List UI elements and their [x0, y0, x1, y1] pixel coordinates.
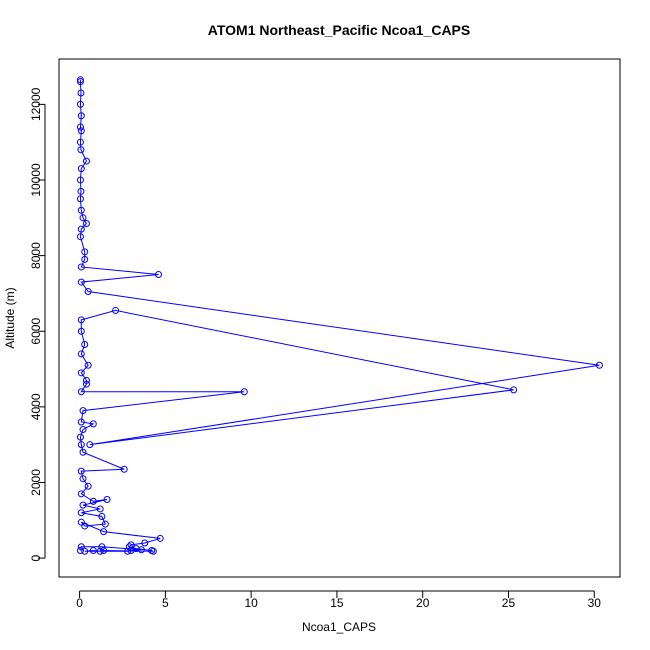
data-point: [125, 543, 133, 551]
x-tick-label: 5: [162, 596, 169, 610]
data-point: [79, 426, 87, 434]
data-point: [127, 547, 135, 555]
data-point: [76, 123, 84, 131]
data-point: [81, 522, 89, 530]
data-point: [96, 505, 104, 513]
data-point: [79, 475, 87, 483]
data-point: [76, 195, 84, 203]
data-point: [84, 361, 92, 369]
data-point: [77, 187, 85, 195]
x-tick-label: 15: [330, 596, 344, 610]
y-tick-label: 8000: [29, 242, 43, 269]
data-series: [76, 76, 603, 555]
data-point: [79, 501, 87, 509]
data-point: [595, 361, 603, 369]
y-tick-label: 0: [29, 554, 43, 561]
data-point: [77, 127, 85, 135]
series-line: [79, 79, 600, 552]
data-point: [89, 420, 97, 428]
data-point: [137, 546, 145, 554]
data-point: [82, 219, 90, 227]
data-point: [76, 78, 84, 86]
y-tick-label: 4000: [29, 393, 43, 420]
y-tick-label: 12000: [29, 87, 43, 121]
data-point: [98, 543, 106, 551]
data-point: [84, 288, 92, 296]
data-point: [77, 316, 85, 324]
data-point: [76, 138, 84, 146]
data-point: [76, 76, 84, 84]
x-tick-label: 0: [76, 596, 83, 610]
data-point: [103, 495, 111, 503]
data-point: [77, 278, 85, 286]
data-point: [100, 528, 108, 536]
data-point: [96, 547, 104, 555]
data-point: [156, 534, 164, 542]
y-tick-label: 10000: [29, 163, 43, 197]
data-point: [510, 386, 518, 394]
data-point: [77, 388, 85, 396]
data-point: [76, 176, 84, 184]
x-tick-label: 30: [588, 596, 602, 610]
data-point: [77, 518, 85, 526]
data-point: [124, 547, 132, 555]
data-point: [86, 441, 94, 449]
data-point: [77, 509, 85, 517]
data-point: [149, 547, 157, 555]
data-point: [100, 547, 108, 555]
data-point: [77, 467, 85, 475]
data-point: [79, 214, 87, 222]
data-point: [77, 146, 85, 154]
data-point: [77, 418, 85, 426]
data-point: [77, 89, 85, 97]
data-point: [77, 112, 85, 120]
x-tick-label: 20: [416, 596, 430, 610]
data-point: [76, 547, 84, 555]
data-point: [77, 165, 85, 173]
data-point: [77, 490, 85, 498]
data-point: [81, 255, 89, 263]
x-tick-label: 10: [244, 596, 258, 610]
x-tick-label: 25: [502, 596, 516, 610]
data-point: [81, 248, 89, 256]
data-point: [89, 547, 97, 555]
data-point: [77, 327, 85, 335]
data-point: [82, 376, 90, 384]
data-point: [77, 441, 85, 449]
data-point: [79, 407, 87, 415]
data-point: [112, 306, 120, 314]
data-point: [84, 482, 92, 490]
x-axis-label: Ncoa1_CAPS: [302, 620, 376, 634]
data-point: [77, 225, 85, 233]
data-point: [77, 543, 85, 551]
data-point: [89, 497, 97, 505]
data-point: [98, 513, 106, 521]
data-point: [76, 433, 84, 441]
data-point: [76, 100, 84, 108]
data-point: [120, 465, 128, 473]
data-point: [77, 369, 85, 377]
y-axis-label: Altitude (m): [3, 287, 17, 348]
plot-area-frame: [58, 58, 621, 578]
data-point: [81, 340, 89, 348]
data-point: [141, 539, 149, 547]
data-point: [81, 547, 89, 555]
data-point: [77, 263, 85, 271]
data-point: [155, 271, 163, 279]
data-point: [76, 233, 84, 241]
y-tick-label: 2000: [29, 469, 43, 496]
data-point: [82, 380, 90, 388]
data-point: [79, 448, 87, 456]
y-tick-label: 6000: [29, 318, 43, 345]
data-point: [240, 388, 248, 396]
y-axis: 0 2000 4000 6000 8000 10000 12000: [29, 87, 46, 561]
data-point: [101, 520, 109, 528]
data-point: [77, 350, 85, 358]
x-axis: 0 5 10 15 20 25 30: [76, 590, 602, 610]
data-point: [77, 206, 85, 214]
data-point: [82, 157, 90, 165]
chart-title: ATOM1 Northeast_Pacific Ncoa1_CAPS: [208, 22, 470, 38]
